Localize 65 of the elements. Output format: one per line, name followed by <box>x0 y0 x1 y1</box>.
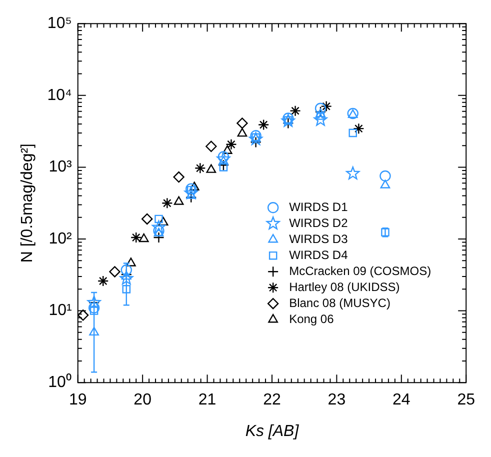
x-tick-label: 25 <box>457 392 476 409</box>
legend-label: Hartley 08 (UKIDSS) <box>289 280 400 294</box>
x-tick-label: 21 <box>198 392 216 409</box>
point <box>206 140 217 152</box>
point <box>120 272 134 285</box>
point <box>314 112 328 126</box>
point <box>142 213 153 225</box>
y-tick-label: 10² <box>48 230 73 248</box>
legend-label: Blanc 08 (MUSYC) <box>289 296 390 310</box>
point <box>173 171 184 183</box>
point <box>130 232 142 244</box>
x-tick-label: 23 <box>328 392 346 409</box>
point <box>98 275 109 287</box>
legend-label: Kong 06 <box>289 312 334 326</box>
x-tick-label: 22 <box>263 392 281 409</box>
point <box>380 180 390 188</box>
point <box>236 118 248 129</box>
point <box>109 266 120 278</box>
x-tick-label: 24 <box>392 392 410 409</box>
y-tick-label: 10³ <box>48 158 73 176</box>
x-tick-label: 19 <box>68 392 87 409</box>
point <box>162 198 173 209</box>
point <box>206 164 216 173</box>
point <box>222 145 232 154</box>
x-axis-title: Ks [AB] <box>245 422 300 440</box>
y-axis-title: N [/0.5mag/deg²] <box>19 144 36 263</box>
point <box>189 182 200 190</box>
point <box>90 306 98 315</box>
point <box>290 105 301 116</box>
point <box>122 285 131 294</box>
point <box>184 186 198 200</box>
point <box>314 102 326 114</box>
y-tick-label: 10¹ <box>48 302 72 320</box>
point <box>226 138 237 150</box>
point <box>78 310 89 321</box>
point <box>320 100 332 112</box>
point <box>380 170 391 182</box>
legend-label: WIRDS D2 <box>289 216 348 230</box>
point <box>154 214 163 224</box>
y-tick-label: 10⁴ <box>47 86 72 104</box>
point <box>353 122 364 134</box>
y-tick-label: 10⁵ <box>47 15 72 32</box>
point <box>138 233 149 242</box>
point <box>126 258 136 266</box>
point <box>120 264 132 276</box>
legend-label: WIRDS D3 <box>289 232 348 246</box>
point <box>249 132 263 146</box>
point <box>153 232 164 244</box>
point <box>174 196 184 205</box>
point <box>152 220 166 234</box>
y-tick-label: 10⁰ <box>48 373 72 392</box>
point <box>154 228 164 236</box>
legend-label: WIRDS D1 <box>289 200 348 214</box>
point <box>89 326 99 336</box>
x-tick-label: 20 <box>134 392 152 409</box>
point <box>219 163 228 172</box>
point <box>348 128 358 138</box>
point <box>281 114 295 127</box>
point <box>216 152 230 165</box>
legend-label: McCracken 09 (COSMOS) <box>289 264 432 278</box>
point <box>237 128 248 137</box>
legend-label: WIRDS D4 <box>289 248 348 262</box>
point <box>346 166 360 180</box>
point <box>258 119 270 130</box>
point <box>194 162 206 174</box>
